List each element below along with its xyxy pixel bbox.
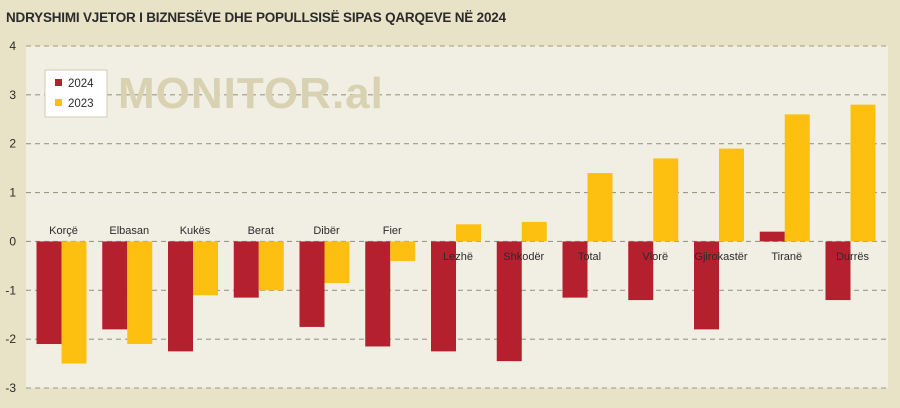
bar-2024-10 [694,241,719,330]
category-label: Total [578,251,601,263]
bar-2024-2 [168,241,193,352]
bar-2024-4 [299,241,325,327]
bar-2024-12 [825,241,851,301]
y-tick-label: 3 [9,88,16,102]
y-axis: 4 3 2 1 0 -1 -2 -3 [5,39,16,395]
bar-2024-3 [233,241,259,298]
category-label: Durrës [836,251,870,263]
bar-2024-7 [496,241,522,362]
bar-2023-5 [390,241,416,261]
watermark: MONITOR.al [118,69,384,118]
bar-2024-11 [759,231,785,242]
bars [36,104,876,364]
y-tick-label: -1 [5,283,16,297]
bar-2023-1 [127,241,153,345]
bar-2023-3 [258,241,284,291]
category-label: Dibër [313,225,340,237]
bar-2024-0 [36,241,62,345]
bar-2023-8 [587,173,613,242]
bar-2023-7 [521,221,547,242]
category-label: Tiranë [771,251,802,263]
category-label: Berat [248,225,274,237]
bar-2024-9 [628,241,654,301]
legend-label-2023: 2023 [68,98,94,110]
bar-2024-8 [562,241,588,298]
bar-2023-0 [61,241,87,364]
y-tick-label: -3 [5,381,16,395]
category-label: Korçë [49,225,78,237]
category-label: Lezhë [443,251,473,263]
y-tick-label: -2 [5,332,16,346]
legend-label-2024: 2024 [68,78,94,90]
y-tick-label: 2 [9,137,16,151]
category-label: Shkodër [503,251,544,263]
category-label: Kukës [180,225,211,237]
category-label: Fier [383,225,402,237]
y-tick-label: 1 [9,186,16,200]
category-label: Vlorë [642,251,668,263]
bar-2023-10 [719,148,744,242]
legend: 2024 2023 [44,69,108,118]
bar-2023-2 [193,241,218,296]
bar-2023-6 [456,224,481,242]
y-tick-label: 0 [9,234,16,248]
bar-2023-4 [324,241,350,283]
legend-swatch-2023 [55,99,62,106]
bar-2024-1 [102,241,128,330]
bar-2023-11 [784,114,810,242]
chart-title: NDRYSHIMI VJETOR I BIZNESËVE DHE POPULLS… [6,10,507,25]
bar-2024-6 [431,241,456,352]
bar-2023-12 [850,104,876,242]
bar-2024-5 [365,241,391,347]
legend-swatch-2024 [55,79,62,86]
category-label: Elbasan [109,225,149,237]
bar-2023-9 [653,158,679,242]
category-labels: Korçë Elbasan Kukës Berat Dibër Fier Lezhë Shko… [49,225,869,263]
y-tick-label: 4 [9,39,16,53]
category-label: Gjirokastër [694,251,748,263]
legend-box [44,69,108,118]
